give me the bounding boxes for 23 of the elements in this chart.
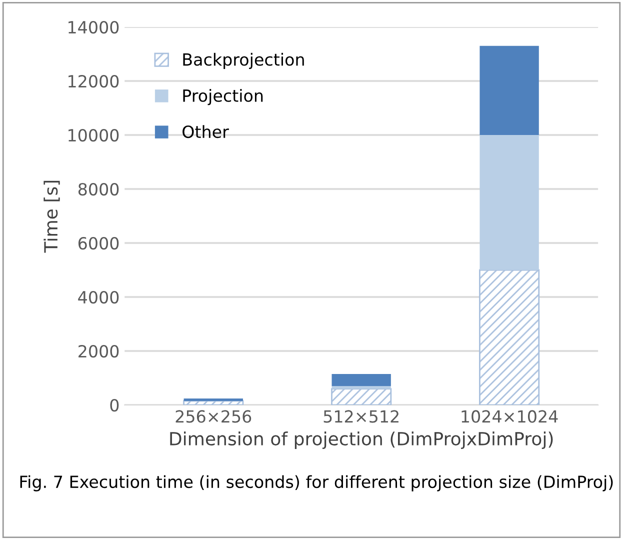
bar: [332, 386, 391, 389]
legend-label: Other: [182, 125, 229, 138]
y-tick-label: 14000: [68, 20, 119, 34]
bar: [480, 135, 539, 270]
caption: Fig. 7 Execution time (in seconds) for different projection size (DimProj): [20, 475, 613, 492]
y-tick-label: 0: [110, 398, 119, 412]
legend-label: Projection: [183, 89, 263, 106]
legend-label: Backprojection: [183, 52, 304, 70]
x-tick-label: 512×512: [324, 410, 398, 423]
bar: [332, 374, 391, 386]
x-tick-label: 256×256: [176, 410, 252, 423]
bar: [480, 46, 539, 135]
x-tick-label: 1024×1024: [462, 410, 558, 423]
y-tick-label: 4000: [78, 290, 119, 304]
y-tick-label: 2000: [78, 344, 119, 358]
y-tick-label: 12000: [68, 74, 119, 88]
x-axis-title: Dimension of projection (DimProjxDimProj): [170, 432, 553, 450]
bar: [479, 269, 540, 405]
y-axis-title: Time [s]: [44, 180, 60, 253]
y-tick-label: 8000: [78, 182, 119, 196]
y-tick-label: 6000: [78, 236, 119, 250]
y-tick-label: 10000: [68, 128, 119, 142]
bar: [331, 388, 392, 405]
